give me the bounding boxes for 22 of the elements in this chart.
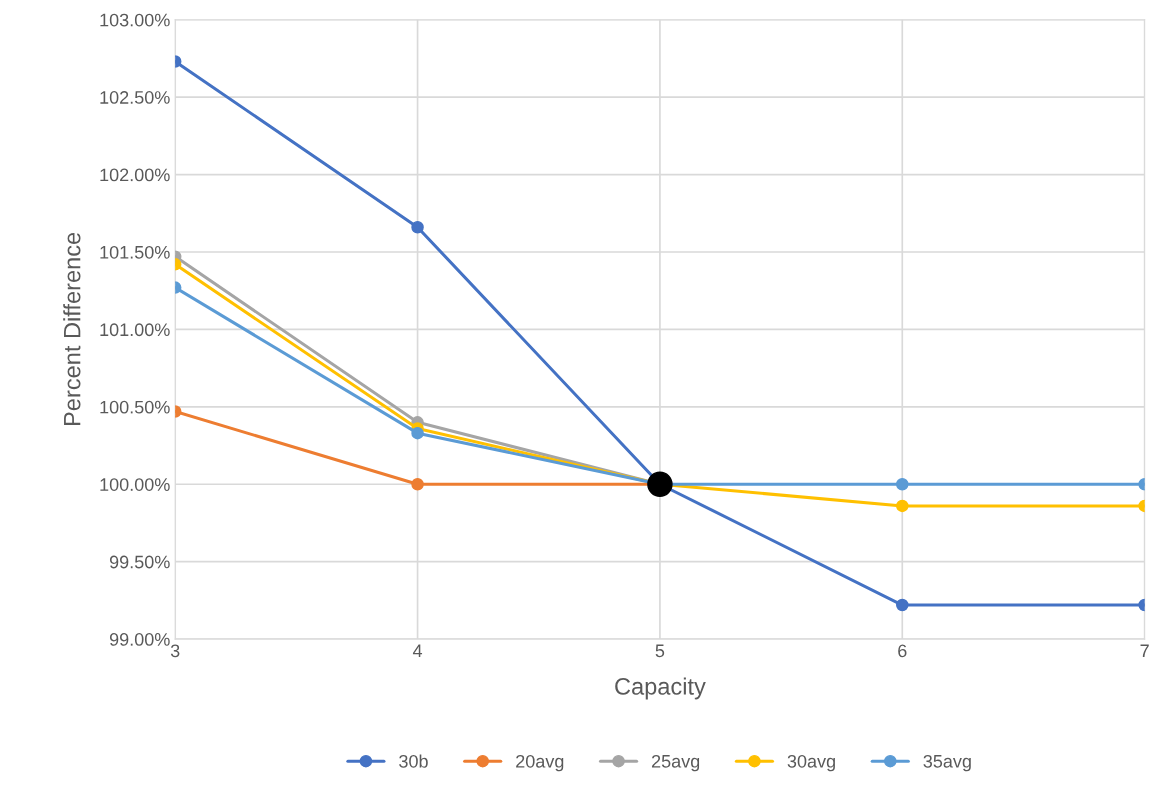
y-tick-label: 101.50% bbox=[100, 245, 170, 259]
legend-label: 25avg bbox=[651, 754, 700, 772]
x-tick-label: 7 bbox=[1140, 644, 1149, 658]
point bbox=[647, 471, 673, 497]
y-tick-label: 100.00% bbox=[100, 478, 170, 491]
legend-label: 30b bbox=[399, 754, 428, 768]
y-tick-label: 101.00% bbox=[100, 323, 170, 337]
x-tick-label: 4 bbox=[412, 644, 423, 658]
legend-label: 30avg bbox=[787, 754, 835, 772]
x-tick-label: 3 bbox=[170, 644, 180, 658]
y-tick-label: 100.50% bbox=[100, 400, 170, 414]
y-tick-label: 102.00% bbox=[100, 168, 170, 182]
y-tick-label: 99.50% bbox=[109, 555, 170, 569]
legend-label: 35avg bbox=[923, 754, 971, 772]
y-tick-label: 99.00% bbox=[109, 633, 170, 646]
y-tick-label: 102.50% bbox=[100, 91, 170, 104]
x-tick-label: 5 bbox=[655, 644, 665, 658]
x-axis-title: Capacity bbox=[615, 677, 706, 700]
y-axis-title: Percent Difference bbox=[63, 232, 81, 426]
y-tick-label: 103.00% bbox=[100, 13, 170, 27]
x-tick-label: 6 bbox=[898, 644, 907, 658]
legend-label: 20avg bbox=[516, 754, 564, 772]
